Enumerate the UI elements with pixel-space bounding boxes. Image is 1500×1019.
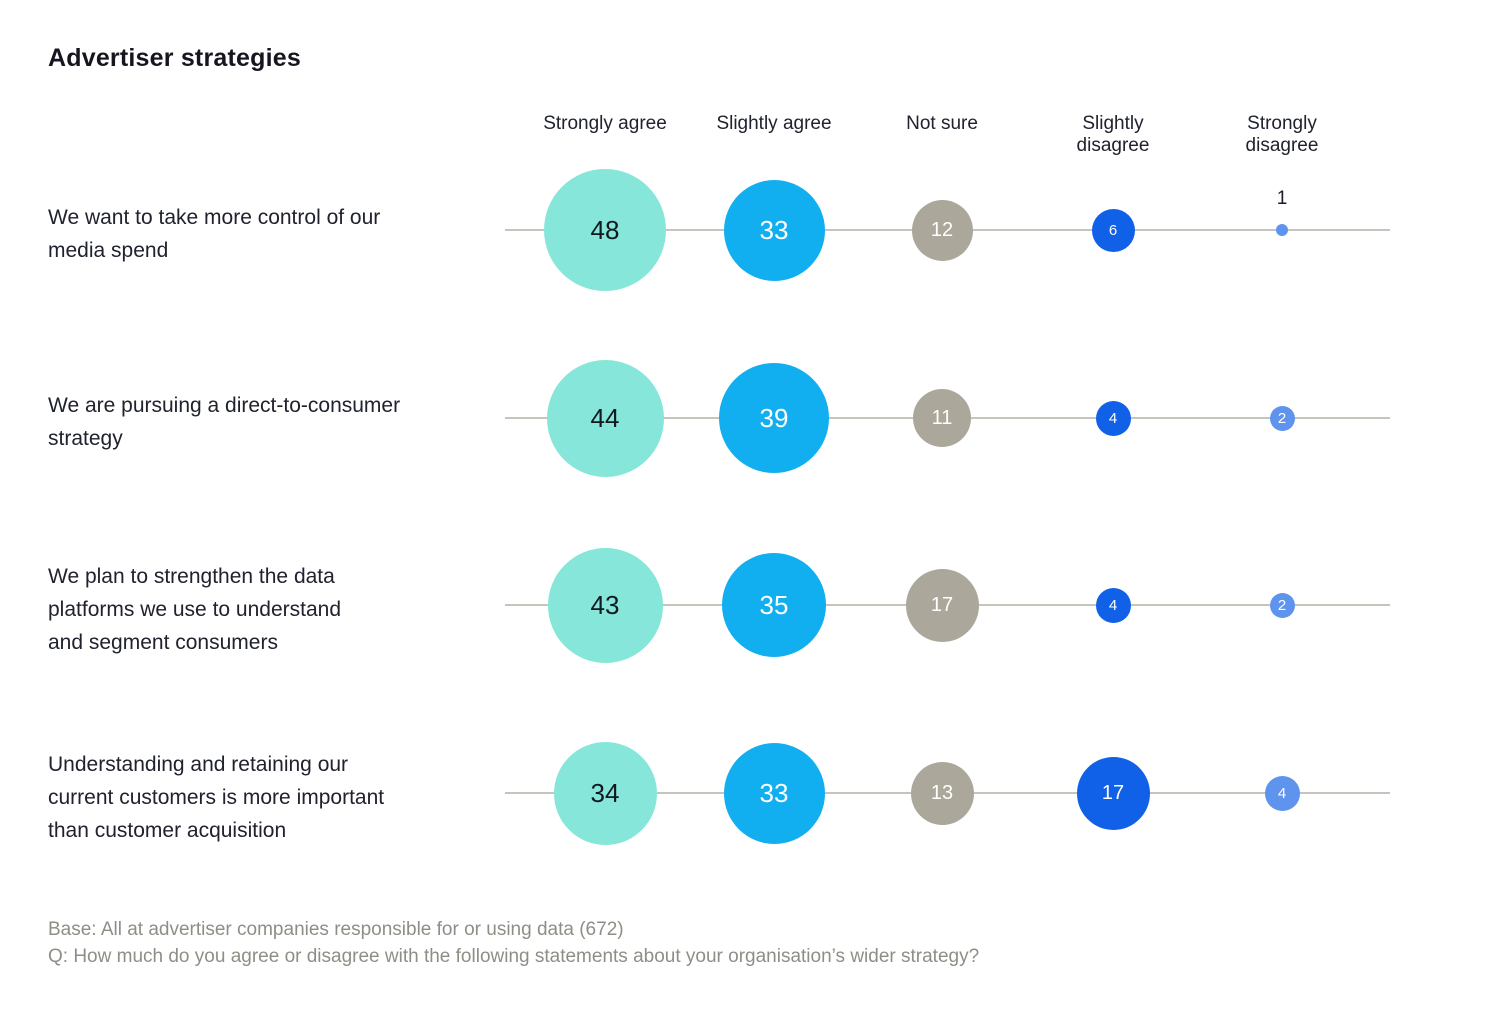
bubble: 2 xyxy=(1269,405,1295,431)
footnote-base: Base: All at advertiser companies respon… xyxy=(48,919,624,940)
footnote: Base: All at advertiser companies respon… xyxy=(48,916,979,970)
column-header-line: disagree xyxy=(1245,135,1319,156)
column-header: Strongly disagree xyxy=(1192,113,1372,157)
bubble-value-label: 1 xyxy=(1276,188,1288,209)
bubble: 17 xyxy=(1076,756,1150,830)
bubble: 2 xyxy=(1269,592,1295,618)
bubble: 6 xyxy=(1091,208,1135,252)
row-label-line: and segment consumers xyxy=(48,631,278,654)
bubble: 33 xyxy=(723,179,825,281)
row-label-line: We plan to strengthen the data xyxy=(48,565,335,588)
bubble: 13 xyxy=(910,761,974,825)
column-header: Not sure xyxy=(852,113,1032,135)
column-header-line: Slightly agree xyxy=(716,113,832,134)
row-label-line: media spend xyxy=(48,239,169,262)
row-label-line: than customer acquisition xyxy=(48,819,287,842)
row-label: We want to take more control of our media… xyxy=(48,201,508,267)
row-label: We plan to strengthen the data platforms … xyxy=(48,560,508,659)
row-label-line: Understanding and retaining our xyxy=(48,753,349,776)
bubble: 4 xyxy=(1264,775,1300,811)
column-header: Slightly disagree xyxy=(1023,113,1203,157)
row-label-line: We are pursuing a direct-to-consumer xyxy=(48,394,401,417)
bubble: 4 xyxy=(1095,400,1131,436)
bubble: 11 xyxy=(913,389,971,447)
row-label: Understanding and retaining our current c… xyxy=(48,748,508,847)
bubble: 48 xyxy=(544,169,666,291)
column-header-line: Not sure xyxy=(906,113,978,134)
bubble xyxy=(1276,224,1288,236)
bubble: 35 xyxy=(722,553,826,657)
bubble: 44 xyxy=(546,359,664,477)
row-label-line: platforms we use to understand xyxy=(48,598,341,621)
bubble: 17 xyxy=(905,568,979,642)
column-header-line: disagree xyxy=(1076,135,1150,156)
footnote-question: Q: How much do you agree or disagree wit… xyxy=(48,946,980,967)
bubble: 12 xyxy=(911,199,973,261)
row-label-line: strategy xyxy=(48,427,123,450)
column-header: Strongly agree xyxy=(515,113,695,135)
row-label-line: We want to take more control of our xyxy=(48,206,381,229)
column-header-line: Slightly xyxy=(1082,113,1144,134)
column-header-line: Strongly agree xyxy=(543,113,667,134)
bubble: 4 xyxy=(1095,587,1131,623)
column-header-line: Strongly xyxy=(1247,113,1317,134)
column-header: Slightly agree xyxy=(684,113,864,135)
row-label-line: current customers is more important xyxy=(48,786,385,809)
chart-title: Advertiser strategies xyxy=(48,44,301,72)
bubble: 33 xyxy=(723,742,825,844)
bubble: 39 xyxy=(719,363,829,473)
bubble: 34 xyxy=(553,741,657,845)
bubble: 43 xyxy=(547,547,663,663)
row-label: We are pursuing a direct-to-consumer stra… xyxy=(48,389,508,455)
